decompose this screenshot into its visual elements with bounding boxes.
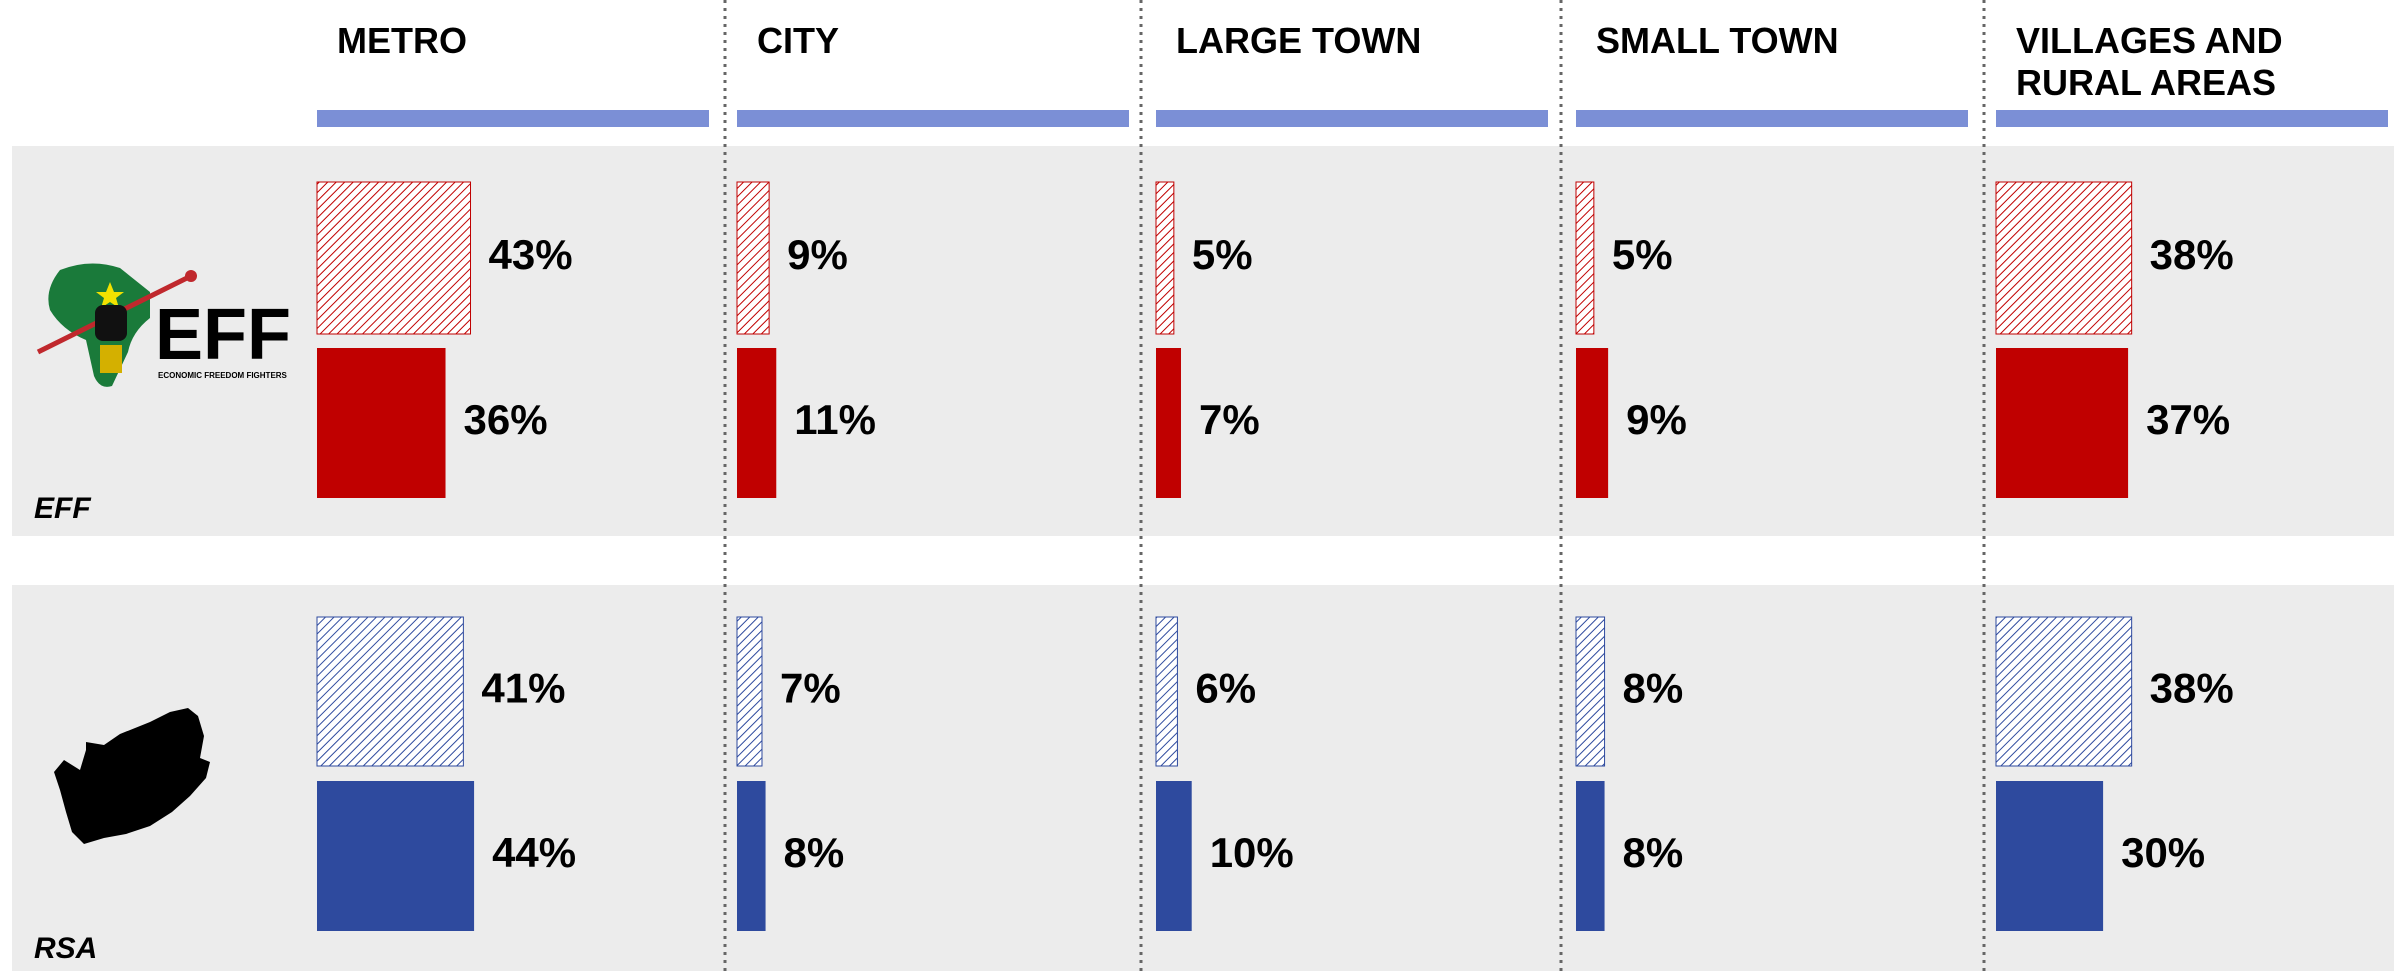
bar [736, 616, 763, 767]
column-header: LARGE TOWN [1176, 20, 1422, 61]
value-label: 5% [1192, 231, 1253, 278]
column-header: METRO [337, 20, 467, 61]
bar [317, 348, 446, 498]
rsa-map [54, 708, 210, 844]
value-label: 6% [1195, 665, 1256, 712]
value-label: 7% [1199, 396, 1260, 443]
value-label: 9% [787, 231, 848, 278]
column-header: CITY [757, 20, 840, 61]
header-bar [737, 110, 1129, 127]
bar [1156, 781, 1192, 931]
logo-text: EFF [155, 295, 291, 375]
value-label: 37% [2146, 396, 2230, 443]
bar [317, 781, 475, 931]
bar [1575, 616, 1606, 767]
bar [736, 181, 770, 335]
eff-logo: EFF ECONOMIC FREEDOM FIGHTERS [36, 263, 291, 387]
bar [1576, 781, 1605, 931]
row-label: EFF [34, 492, 91, 525]
header-bar [1156, 110, 1548, 127]
value-label: 7% [780, 665, 841, 712]
value-label: 11% [794, 396, 876, 443]
bar [1995, 181, 2133, 335]
value-label: 8% [784, 829, 845, 876]
value-label: 38% [2150, 231, 2234, 278]
value-label: 41% [481, 665, 565, 712]
bar [737, 781, 766, 931]
value-label: 8% [1623, 829, 1684, 876]
logo-subtext: ECONOMIC FREEDOM FIGHTERS [158, 371, 288, 380]
header-bar [1576, 110, 1968, 127]
header-bar [317, 110, 709, 127]
value-label: 8% [1623, 665, 1684, 712]
bar [1155, 616, 1178, 767]
column-header: VILLAGES AND RURAL AREAS [2016, 20, 2283, 103]
bar [1156, 348, 1181, 498]
value-label: 30% [2121, 829, 2205, 876]
bar [316, 181, 472, 335]
header-bar [1996, 110, 2388, 127]
bar [1996, 781, 2104, 931]
value-label: 43% [489, 231, 573, 278]
bar [1155, 181, 1175, 335]
bar [1996, 348, 2129, 498]
row-label: RSA [34, 932, 97, 965]
value-label: 10% [1210, 829, 1294, 876]
value-label: 36% [464, 396, 548, 443]
bar [1995, 616, 2133, 767]
value-label: 44% [492, 829, 576, 876]
bar [1575, 181, 1595, 335]
column-header: SMALL TOWN [1596, 20, 1839, 61]
bar [316, 616, 464, 767]
value-label: 5% [1612, 231, 1673, 278]
bar [1576, 348, 1609, 498]
value-label: 9% [1626, 396, 1687, 443]
value-label: 38% [2150, 665, 2234, 712]
bar [737, 348, 777, 498]
